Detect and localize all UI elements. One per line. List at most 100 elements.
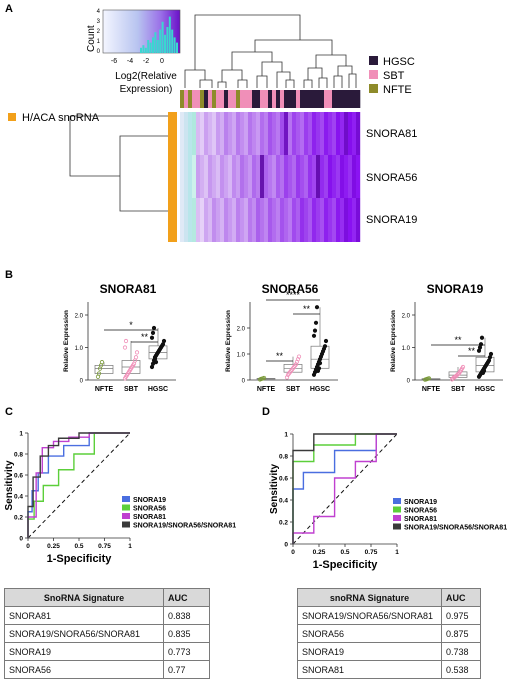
heatmap-cell [308, 112, 313, 155]
dendrogram-branch [232, 69, 243, 80]
sample-annotation-cell [248, 90, 253, 108]
heatmap-cell [244, 198, 249, 242]
heatmap-cell [324, 155, 329, 198]
key-hist-bar [168, 16, 171, 54]
heatmap-cell [244, 155, 249, 198]
heatmap-cell [224, 198, 229, 242]
heatmap-cell [292, 112, 297, 155]
heatmap-cell [196, 198, 201, 242]
sample-annotation-cell [304, 90, 309, 108]
heatmap-cell [236, 198, 241, 242]
y-tick-label: 0.4 [279, 498, 288, 505]
heatmap-cell [188, 112, 193, 155]
roc-legend-swatch [393, 515, 401, 521]
sample-annotation-cell [328, 90, 333, 108]
heatmap-cell [248, 198, 253, 242]
heatmap-cell [340, 155, 345, 198]
heatmap-cell [328, 198, 333, 242]
data-point [133, 355, 139, 360]
legend-swatch [369, 70, 378, 79]
heatmap-cell [268, 112, 273, 155]
data-point [322, 344, 328, 349]
y-tick-label: 0.8 [279, 454, 288, 461]
y-tick-label: 0.8 [14, 452, 23, 459]
table-cell: SNORA19/SNORA56/SNORA81 [4, 624, 164, 643]
heatmap-cell [212, 155, 217, 198]
sample-annotation-cell [196, 90, 201, 108]
x-tick-label: 0 [291, 549, 295, 556]
y-tick-label: 0.6 [279, 476, 288, 483]
heatmap-cell [184, 155, 189, 198]
dendrogram-branch [261, 61, 272, 76]
roc-xlabel: 1-Specificity [47, 553, 113, 565]
data-point [311, 333, 317, 338]
roc-legend-swatch [122, 521, 130, 528]
dendrogram-branch [308, 79, 313, 88]
key-y-tick: 2 [97, 29, 101, 35]
dendrogram-branch [272, 61, 283, 72]
scatter-title: SNORA81 [100, 282, 157, 296]
heatmap-cell [348, 112, 353, 155]
heatmap-cell [216, 112, 221, 155]
category-label: HGSC [310, 386, 330, 393]
roc-curve [27, 432, 130, 538]
roc-legend-swatch [393, 523, 401, 530]
key-x-tick: -2 [143, 58, 149, 65]
dendrogram-branch [337, 65, 346, 76]
heatmap-cell [216, 155, 221, 198]
sample-annotation-cell [216, 90, 221, 108]
roc-legend-label: SNORA81 [133, 514, 166, 521]
heatmap-cell [312, 112, 317, 155]
heatmap-cell [184, 198, 189, 242]
y-tick-label: 0.4 [14, 494, 23, 501]
snorna-legend-swatch [8, 113, 16, 121]
diagonal-reference [27, 432, 131, 539]
dendrogram-branch [199, 79, 205, 88]
sample-annotation-cell [264, 90, 269, 108]
panel-letter-c: C [5, 406, 13, 418]
auc-table-c-header-auc: AUC [163, 588, 210, 607]
data-point [313, 320, 319, 325]
significance-label: ** [303, 304, 311, 314]
dendrogram-branch [318, 77, 322, 88]
heatmap-cell [192, 112, 197, 155]
key-y-tick: 1 [97, 39, 101, 45]
heatmap-cell [280, 155, 285, 198]
heatmap-cell [296, 155, 301, 198]
table-cell: SNORA19 [297, 642, 442, 661]
sample-annotation-cell [268, 90, 273, 108]
dendrogram-branch [307, 67, 316, 80]
color-key-box [102, 9, 181, 54]
sample-annotation-cell [280, 90, 285, 108]
key-hist-bar [140, 47, 142, 53]
row-dendrogram [69, 115, 168, 212]
y-tick-label: 1.0 [402, 346, 411, 352]
category-label: NFTE [95, 386, 114, 393]
significance-label: ** [454, 335, 462, 345]
heatmap-cell [204, 155, 209, 198]
scatter-plot: SNORA56 0 1.0 2.0 Relative Expression NFTE SBT… [225, 282, 338, 393]
data-point [316, 366, 322, 371]
heatmap-cell [264, 112, 269, 155]
table-cell: 0.838 [163, 606, 210, 625]
data-point [151, 325, 157, 331]
heatmap-cell [324, 198, 329, 242]
heatmap-cell [288, 112, 293, 155]
y-tick-label: 2.0 [237, 327, 246, 333]
data-point [161, 338, 167, 344]
panel-letter-d: D [262, 406, 270, 418]
color-key-xlabel-line1: Log2(Relative [115, 71, 177, 82]
sample-annotation-cell [188, 90, 193, 108]
panel-letter-a: A [5, 3, 13, 15]
key-y-tick: 0 [97, 49, 101, 55]
heatmap-cell [192, 198, 197, 242]
heatmap-cell [324, 112, 329, 155]
table-row: SNORA56 0.875 [297, 624, 481, 643]
color-key-xlabel-line2: Expression) [120, 84, 173, 95]
x-tick-label: 0.5 [340, 549, 349, 556]
heatmap-cell [280, 198, 285, 242]
data-point [96, 371, 102, 376]
heatmap-cell [208, 112, 213, 155]
heatmap-cell [316, 112, 321, 155]
sample-annotation-cell [204, 90, 209, 108]
